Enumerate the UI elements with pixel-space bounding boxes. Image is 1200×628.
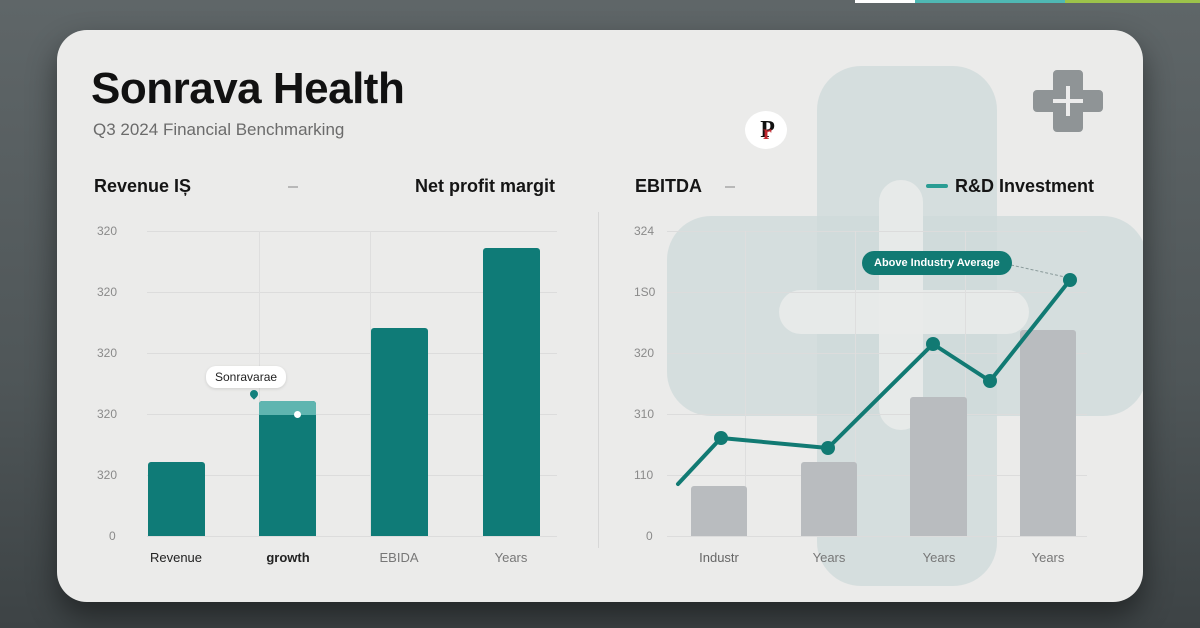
x-axis-line bbox=[667, 536, 1087, 537]
x-tick: Years bbox=[922, 550, 956, 565]
gridline bbox=[147, 414, 557, 415]
gridline bbox=[147, 353, 557, 354]
y-tick: 320 bbox=[97, 224, 118, 238]
bar-revenue[interactable] bbox=[148, 462, 205, 536]
vertical-gridline bbox=[965, 231, 966, 536]
bar-years-3[interactable] bbox=[1020, 330, 1076, 536]
y-tick: 320 bbox=[97, 346, 118, 360]
y-tick: 320 bbox=[97, 468, 118, 482]
bar-years-1[interactable] bbox=[801, 462, 857, 536]
vertical-gridline bbox=[745, 231, 746, 536]
logo-accent-letter: r bbox=[762, 121, 772, 144]
vertical-gridline bbox=[855, 231, 856, 536]
bar-growth[interactable] bbox=[259, 401, 316, 536]
bar-callout: Sonravarae bbox=[206, 366, 287, 388]
page-title: Sonrava Health bbox=[91, 64, 405, 113]
x-tick: Revenue bbox=[149, 550, 203, 565]
vertical-gridline bbox=[370, 231, 371, 536]
gridline bbox=[147, 292, 557, 293]
legend-rd-investment: R&D Investment bbox=[955, 176, 1095, 196]
y-tick: 324 bbox=[634, 224, 655, 238]
gridline bbox=[147, 475, 557, 476]
top-color-strip bbox=[855, 0, 1200, 3]
page-subtitle: Q3 2024 Financial Benchmarking bbox=[93, 120, 345, 139]
x-tick: growth bbox=[266, 550, 310, 565]
gridline bbox=[147, 231, 557, 232]
dashboard-card: Sonrava Health Q3 2024 Financial Benchma… bbox=[57, 30, 1143, 602]
y-tick: 310 bbox=[634, 407, 655, 421]
y-tick: 320 bbox=[634, 346, 655, 360]
x-tick: Industr bbox=[699, 550, 739, 565]
chart-divider bbox=[598, 212, 599, 548]
legend-ebitda: EBITDA bbox=[635, 176, 702, 196]
above-industry-average-badge: Above Industry Average bbox=[862, 251, 1012, 275]
y-tick: 110 bbox=[634, 468, 654, 482]
legend-revenue: Revenue IȘ bbox=[94, 176, 192, 196]
y-tick: 0 bbox=[109, 529, 116, 543]
x-tick: Years bbox=[494, 550, 528, 565]
medical-plus-icon bbox=[1033, 70, 1103, 132]
x-tick: Years bbox=[812, 550, 846, 565]
legend-teal-line-marker bbox=[926, 184, 948, 188]
bar-ebida[interactable] bbox=[371, 328, 428, 536]
gridline bbox=[667, 231, 1087, 232]
x-tick: Years bbox=[1031, 550, 1065, 565]
y-tick: 320 bbox=[97, 285, 118, 299]
legend-net-profit-margin: Net profit margit bbox=[415, 176, 556, 196]
data-point-marker bbox=[294, 411, 301, 418]
logo-letter: P bbox=[760, 116, 775, 143]
x-tick: EBIDA bbox=[379, 550, 419, 565]
x-axis-line bbox=[147, 536, 557, 537]
y-tick: 0 bbox=[646, 529, 653, 543]
gridline bbox=[667, 475, 1087, 476]
legend-dash-marker bbox=[725, 186, 735, 188]
gridline bbox=[667, 414, 1087, 415]
legend-dash-marker bbox=[288, 186, 298, 188]
bar-years[interactable] bbox=[483, 248, 540, 536]
y-tick: 1S0 bbox=[634, 285, 656, 299]
gridline bbox=[667, 292, 1087, 293]
bar-growth-highlight bbox=[259, 401, 316, 415]
rd-investment-line bbox=[676, 264, 1077, 486]
gridline bbox=[667, 353, 1087, 354]
y-tick: 320 bbox=[97, 407, 118, 421]
bar-industry[interactable] bbox=[691, 486, 747, 536]
bar-years-2[interactable] bbox=[910, 397, 967, 536]
